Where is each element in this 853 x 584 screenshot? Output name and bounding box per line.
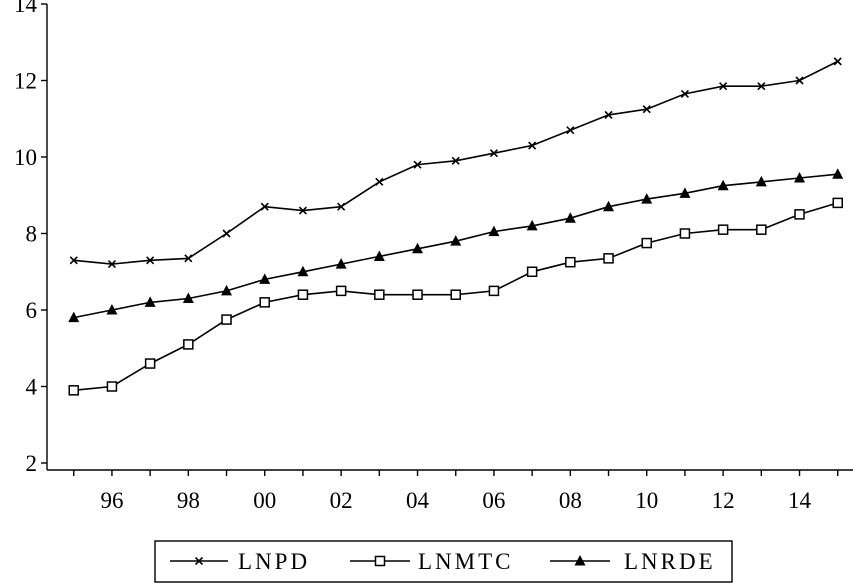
legend-swatch-lnrde-point: [574, 555, 586, 566]
series-lnrde-point: [373, 250, 385, 261]
series-lnmtc-point: [450, 289, 461, 300]
series-lnmtc-point: [756, 224, 767, 235]
series-lnpd-point: [528, 141, 537, 150]
series-lnpd-point: [719, 82, 728, 91]
series-lnpd-point: [795, 76, 804, 85]
series-lnpd-point: [337, 202, 346, 211]
series-lnrde-point: [297, 265, 309, 277]
series-lnrde-point: [641, 193, 653, 204]
y-tick-label: 6: [26, 298, 38, 323]
series-lnmtc-point: [603, 253, 614, 264]
series-lnrde-point: [221, 284, 233, 296]
series-lnpd-point: [146, 256, 155, 265]
series-lnpd-point: [375, 177, 384, 186]
series-lnrde-point: [679, 187, 691, 198]
series-lnpd-point: [566, 126, 575, 135]
y-tick-label: 2: [26, 451, 38, 476]
series-lnmtc-point: [144, 358, 156, 369]
x-tick-label: 08: [559, 488, 582, 513]
y-tick-label: 4: [26, 375, 38, 400]
y-tick-label: 12: [14, 69, 37, 94]
y-tick-label: 8: [26, 222, 38, 247]
series-lnpd-point: [833, 57, 842, 66]
series-lnpd-point: [107, 260, 117, 269]
series-lnrde-point: [488, 225, 500, 237]
series-lnrde-point: [717, 179, 729, 191]
legend-label: LNMTC: [418, 549, 514, 574]
x-tick-label: 96: [100, 488, 123, 513]
series-lnpd-point: [222, 229, 231, 238]
legend-swatch-lnmtc-point: [374, 555, 386, 567]
series-lnmtc-point: [641, 237, 652, 249]
series-lnmtc-point: [335, 285, 347, 297]
series-layer: [68, 57, 844, 396]
legend-entry-lnrde: LNRDE: [550, 549, 716, 574]
x-tick-label: 04: [406, 488, 430, 513]
series-lnmtc-point: [259, 297, 270, 308]
x-ticks: 96 98 00 02 04 06 08 10 12 14: [73, 470, 839, 513]
series-lnrde-point: [106, 304, 118, 315]
series-lnmtc-point: [526, 266, 538, 277]
series-lnpd-point: [451, 156, 460, 165]
series-lnmtc-point: [565, 256, 576, 268]
legend-label: LNPD: [238, 549, 310, 574]
series-lnrde-point: [755, 175, 767, 187]
series-lnmtc-point: [183, 339, 194, 350]
x-tick-label: 02: [330, 488, 353, 513]
series-lnpd-point: [184, 254, 193, 263]
y-tick-label: 14: [14, 0, 38, 17]
x-tick-label: 06: [482, 488, 505, 513]
series-lnmtc-point: [68, 385, 79, 396]
series-lnrde-point: [526, 219, 538, 231]
series-lnrde-point: [564, 212, 576, 223]
y-tick-label: 10: [14, 145, 37, 170]
series-lnmtc-point: [794, 209, 805, 220]
series-lnmtc-point: [106, 381, 118, 392]
axes: [46, 4, 853, 471]
x-tick-label: 98: [177, 488, 200, 513]
x-tick-label: 10: [635, 488, 658, 513]
series-lnmtc-point: [221, 314, 232, 325]
legend: LNPD LNMTC LNRDE: [154, 540, 733, 583]
series-lnrde-point: [68, 311, 80, 323]
x-tick-label: 12: [712, 488, 735, 513]
series-lnmtc-point: [297, 289, 309, 300]
series-lnmtc-point: [832, 197, 843, 209]
series-lnrde-point: [259, 273, 271, 284]
series-lnrde-point: [335, 258, 347, 269]
legend-box: [154, 540, 733, 583]
series-lnmtc-point: [374, 289, 385, 300]
x-tick-label: 14: [788, 488, 812, 513]
series-lnpd-point: [642, 105, 651, 114]
series-lnpd-point: [260, 202, 269, 211]
series-lnrde-point: [450, 235, 462, 246]
series-lnrde-point: [603, 200, 615, 212]
series-lnrde-point: [412, 242, 424, 254]
x-tick-label: 00: [253, 488, 276, 513]
series-lnmtc: [68, 197, 843, 396]
series-lnpd-point: [298, 206, 307, 215]
series-lnpd-point: [413, 160, 422, 169]
series-lnmtc-point: [717, 224, 729, 235]
legend-entry-lnpd: LNPD: [170, 549, 310, 574]
series-lnrde: [68, 168, 844, 323]
series-lnpd-point: [489, 149, 498, 158]
series-lnmtc-point: [412, 289, 423, 300]
legend-swatch-lnpd-point: [194, 556, 204, 566]
series-lnmtc-point: [679, 228, 691, 239]
series-lnpd-point: [757, 82, 766, 91]
series-lnmtc-point: [488, 285, 500, 297]
series-lnrde-point: [144, 296, 156, 307]
series-lnpd-point: [604, 110, 613, 119]
series-lnrde-point: [182, 292, 194, 304]
series-lnpd: [69, 57, 842, 269]
series-lnrde-point: [832, 168, 844, 179]
y-ticks: 2 4 6 8 10 12 14: [14, 0, 47, 476]
legend-entry-lnmtc: LNMTC: [350, 549, 514, 574]
legend-label: LNRDE: [624, 549, 716, 574]
series-lnrde-point: [794, 172, 806, 183]
series-lnpd-point: [680, 89, 689, 98]
series-lnpd-point: [69, 256, 78, 265]
